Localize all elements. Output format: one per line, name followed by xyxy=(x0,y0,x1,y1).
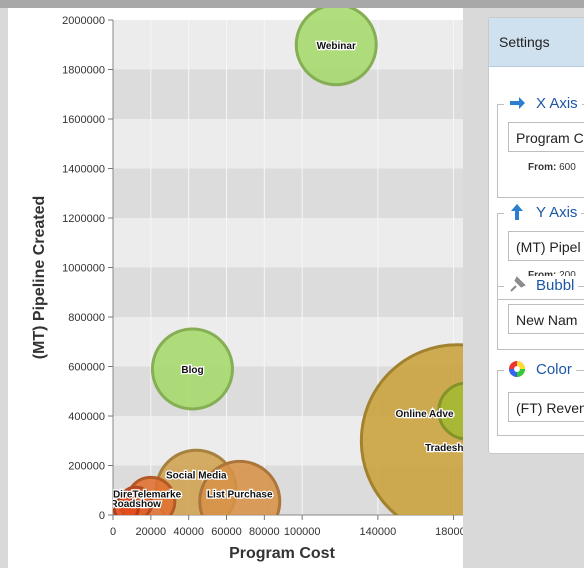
grid-band xyxy=(113,168,463,218)
grid-band xyxy=(113,218,463,268)
x-tick-label: 180000 xyxy=(435,526,463,538)
x-tick-label: 100000 xyxy=(284,526,321,538)
x-tick-label: 40000 xyxy=(173,526,204,538)
x-axis-field[interactable]: Program C xyxy=(508,122,584,152)
grid-band xyxy=(113,119,463,169)
bubble-label: Bubbl xyxy=(536,276,575,294)
arrow-right-icon xyxy=(510,97,525,109)
y-tick-label: 200000 xyxy=(68,461,105,473)
y-axis-label: Y Axis xyxy=(536,203,578,221)
bubble-tradeshow[interactable] xyxy=(359,343,463,537)
bubble-chart: 0200000400000600000800000100000012000001… xyxy=(31,8,463,562)
y-tick-label: 1800000 xyxy=(62,65,105,77)
pin-icon xyxy=(510,276,526,292)
y-tick-label: 600000 xyxy=(68,362,105,374)
settings-panel: Settings X Axis Program C From: 600 Y Ax… xyxy=(488,17,584,454)
x-axis-from: From: 600 xyxy=(528,162,576,173)
bubble-blog[interactable] xyxy=(150,327,234,411)
y-axis-title: (MT) Pipeline Created xyxy=(31,196,48,360)
bubble-field[interactable]: New Nam xyxy=(508,304,584,334)
y-axis-from: From: 200 xyxy=(528,270,576,281)
x-tick-label: 20000 xyxy=(136,526,167,538)
bubble-label: Webinar xyxy=(317,41,356,52)
y-axis-section: Y Axis (MT) Pipel From: 200 xyxy=(497,203,584,300)
grid-band xyxy=(113,69,463,119)
color-section: Color (FT) Reven xyxy=(497,360,584,436)
arrow-up-icon xyxy=(511,204,523,220)
bubble-label: List Purchase xyxy=(207,489,273,500)
y-from-value: 200 xyxy=(559,270,576,281)
x-axis-title: Program Cost xyxy=(229,545,335,562)
y-tick-label: 1200000 xyxy=(62,213,105,225)
x-from-label: From: xyxy=(528,162,557,173)
y-axis-field[interactable]: (MT) Pipel xyxy=(508,231,584,261)
color-wheel-icon xyxy=(509,361,525,377)
grid-band xyxy=(113,20,463,70)
top-bar xyxy=(0,0,584,8)
y-tick-label: 1000000 xyxy=(62,263,105,275)
bubble-list-purchase[interactable] xyxy=(198,459,282,541)
bubble-roadshow[interactable] xyxy=(113,495,140,521)
y-tick-label: 2000000 xyxy=(62,15,105,27)
bubble-label: Roadshow xyxy=(110,499,161,510)
x-tick-label: 60000 xyxy=(211,526,242,538)
color-label: Color xyxy=(536,360,572,378)
x-axis-label: X Axis xyxy=(536,94,578,112)
y-from-label: From: xyxy=(528,270,556,281)
grid-band xyxy=(113,267,463,317)
settings-title: Settings xyxy=(499,34,550,50)
y-tick-label: 0 xyxy=(99,510,105,522)
y-tick-label: 400000 xyxy=(68,411,105,423)
bubble-label: Social Media xyxy=(166,470,227,481)
bubble-section: Bubbl New Nam xyxy=(497,276,584,350)
x-axis-section: X Axis Program C From: 600 xyxy=(497,94,584,198)
chart-panel: 0 200000 400000 600000 800000 1000000 1200000 1… xyxy=(8,8,463,568)
bubble-label: Blog xyxy=(181,365,203,376)
y-tick-label: 1600000 xyxy=(62,114,105,126)
color-field[interactable]: (FT) Reven xyxy=(508,392,584,422)
y-tick-label: 1400000 xyxy=(62,164,105,176)
settings-header: Settings xyxy=(489,18,584,67)
bubble-label: Tradesh xyxy=(425,443,463,454)
x-from-value: 600 xyxy=(559,162,576,173)
x-tick-label: 80000 xyxy=(249,526,280,538)
bubble-label: DireTelemarke xyxy=(113,489,182,500)
bubble-webinar[interactable] xyxy=(294,8,378,87)
bubble-label: Online Adve xyxy=(396,409,454,420)
bubble-online-advertising[interactable] xyxy=(437,381,463,441)
x-tick-label: 0 xyxy=(110,526,116,538)
bubble-group: Webinar Blog Social Media List Purchase Dire… xyxy=(110,8,463,541)
x-tick-label: 140000 xyxy=(360,526,397,538)
y-tick-label: 800000 xyxy=(68,312,105,324)
